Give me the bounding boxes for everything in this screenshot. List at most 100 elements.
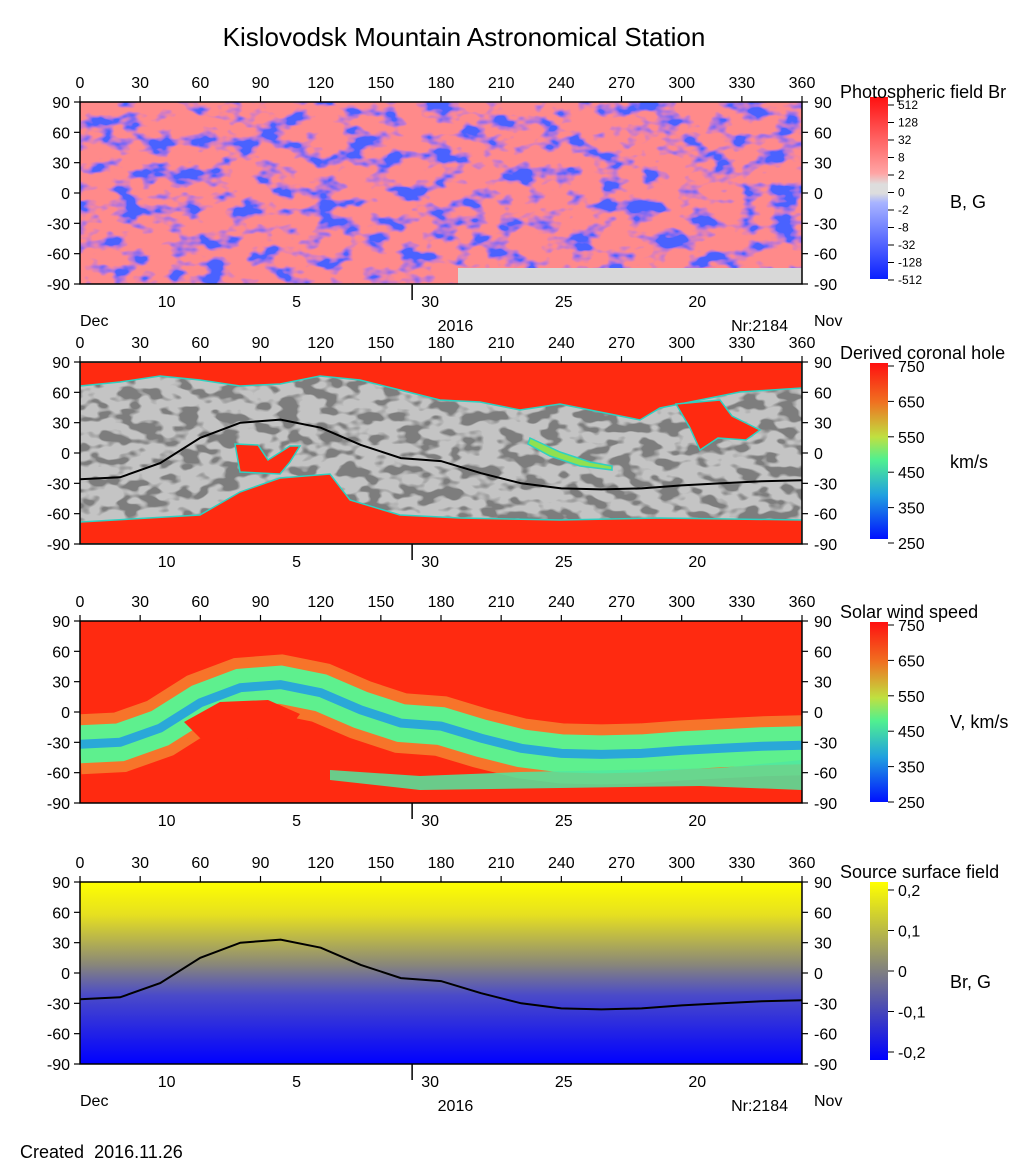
coronal-hole-neutral-line: [80, 418, 802, 491]
date-tick-label: 10: [158, 813, 176, 830]
date-tick-label: 20: [688, 813, 706, 830]
date-tick-label: 30: [421, 294, 439, 311]
colorbar-tick-label: 350: [898, 760, 925, 777]
x-tick-label: 0: [76, 335, 85, 352]
y-tick-label: -90: [47, 537, 70, 554]
month-left-label: Dec: [80, 313, 108, 330]
colorbar-tick-label: 2: [898, 168, 905, 182]
x-tick-label: 270: [608, 594, 635, 611]
colorbar-tick-label: 250: [898, 536, 925, 553]
y-tick-label: 0: [814, 186, 823, 203]
colorbar-photospheric: [870, 97, 888, 279]
solar-wind-slow-core: [80, 680, 802, 759]
y-tick-label: 30: [814, 675, 832, 692]
y-tick-label: 90: [814, 614, 832, 631]
date-tick-label: 25: [555, 813, 573, 830]
y-tick-label: -60: [47, 766, 70, 783]
panel-solar-wind: [80, 621, 802, 803]
y-tick-label: -90: [814, 277, 837, 294]
x-tick-label: 90: [252, 335, 270, 352]
x-tick-label: 90: [252, 855, 270, 872]
y-tick-label: -90: [47, 277, 70, 294]
year-label: 2016: [438, 318, 474, 335]
date-tick-label: 5: [292, 294, 301, 311]
created-label: Created: [20, 1142, 85, 1162]
date-tick-label: 20: [688, 554, 706, 571]
x-tick-label: 60: [191, 594, 209, 611]
colorbar-title: Source surface field: [840, 862, 999, 882]
colorbar-tick-label: 250: [898, 795, 925, 812]
colorbar-coronal-hole: [870, 363, 888, 539]
y-tick-label: 60: [52, 905, 70, 922]
x-tick-label: 240: [548, 335, 575, 352]
panel-coronal-hole: [80, 362, 802, 544]
y-tick-label: -60: [814, 1027, 837, 1044]
colorbar-tick-label: 0,2: [898, 883, 920, 900]
y-tick-label: 90: [814, 875, 832, 892]
x-tick-label: 120: [307, 855, 334, 872]
x-tick-label: 30: [131, 855, 149, 872]
colorbar-tick-label: 550: [898, 430, 925, 447]
colorbar-solar-wind: [870, 622, 888, 802]
y-tick-label: 0: [61, 966, 70, 983]
colorbar-tick-label: 0: [898, 964, 907, 981]
rotation-label: Nr:2184: [731, 1098, 788, 1115]
y-tick-label: -90: [814, 1057, 837, 1074]
x-tick-label: 0: [76, 594, 85, 611]
colorbar-coronal-hole-scale: [870, 363, 888, 539]
colorbar-photospheric-scale: [870, 97, 888, 279]
x-tick-label: 60: [191, 335, 209, 352]
colorbar-tick-label: 128: [898, 116, 918, 130]
y-tick-label: 30: [814, 936, 832, 953]
colorbar-label: B, G: [950, 192, 986, 212]
x-tick-label: 210: [488, 855, 515, 872]
y-tick-label: -30: [47, 996, 70, 1013]
y-tick-label: 90: [52, 355, 70, 372]
colorbar-tick-label: 650: [898, 394, 925, 411]
x-tick-label: 150: [367, 594, 394, 611]
x-tick-label: 270: [608, 855, 635, 872]
y-tick-label: 0: [814, 446, 823, 463]
colorbar-tick-label: 0: [898, 186, 905, 200]
x-tick-label: 60: [191, 75, 209, 92]
month-left-label: Dec: [80, 1093, 108, 1110]
y-tick-label: -60: [47, 1027, 70, 1044]
x-tick-label: 360: [789, 335, 816, 352]
y-tick-label: 90: [52, 95, 70, 112]
colorbar-title: Solar wind speed: [840, 602, 978, 622]
y-tick-label: 0: [61, 446, 70, 463]
coronal-hole-south: [80, 473, 802, 544]
y-tick-label: 60: [814, 125, 832, 142]
y-tick-label: 30: [52, 416, 70, 433]
y-tick-label: -30: [814, 216, 837, 233]
colorbar-solar-wind-scale: [870, 622, 888, 802]
date-tick-label: 10: [158, 554, 176, 571]
rotation-label: Nr:2184: [731, 318, 788, 335]
y-tick-label: -90: [47, 1057, 70, 1074]
date-tick-label: 30: [421, 1074, 439, 1091]
month-right-label: Nov: [814, 1093, 842, 1110]
panel-source-surface: [80, 882, 802, 1064]
coronal-hole-east: [674, 399, 762, 452]
y-tick-label: -30: [47, 216, 70, 233]
colorbar-label: km/s: [950, 452, 988, 472]
x-tick-label: 0: [76, 855, 85, 872]
colorbar-tick-label: -0,2: [898, 1045, 926, 1062]
colorbar-tick-label: 450: [898, 724, 925, 741]
x-tick-label: 180: [428, 335, 455, 352]
x-tick-label: 300: [668, 855, 695, 872]
x-tick-label: 360: [789, 855, 816, 872]
x-tick-label: 210: [488, 594, 515, 611]
x-tick-label: 360: [789, 594, 816, 611]
colorbar-tick-label: -128: [898, 256, 922, 270]
colorbar-label: V, km/s: [950, 712, 1008, 732]
photospheric-missing-data: [458, 268, 802, 284]
x-tick-label: 180: [428, 855, 455, 872]
colorbar-title: Photospheric field Br: [840, 82, 1006, 102]
colorbar-tick-label: 0,1: [898, 924, 920, 941]
date-tick-label: 20: [688, 1074, 706, 1091]
date-tick-label: 5: [292, 1074, 301, 1091]
source-surface-map: [80, 882, 802, 1064]
x-tick-label: 120: [307, 594, 334, 611]
